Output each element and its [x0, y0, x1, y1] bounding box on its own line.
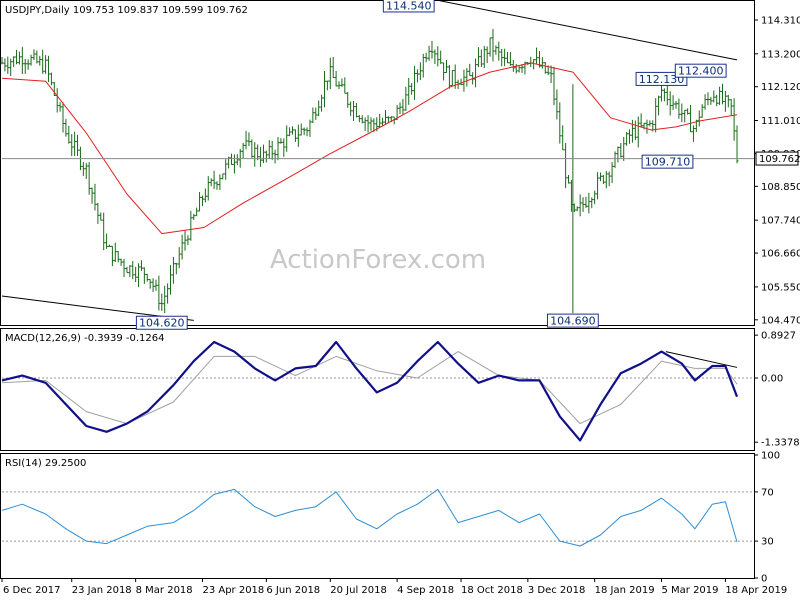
macd-tick-label: 0.8927	[761, 331, 796, 342]
price-callout-box	[641, 154, 694, 169]
x-tick-label: 5 Mar 2019	[661, 585, 718, 596]
price-callout-label: 104.690	[550, 315, 596, 328]
price-tick-label: 107.740	[761, 216, 800, 227]
price-callout-label: 109.710	[645, 156, 691, 169]
x-tick-label: 18 Apr 2019	[725, 585, 787, 596]
price-callout-box	[135, 315, 188, 330]
x-tick-label: 8 Mar 2018	[136, 585, 193, 596]
price-callout-box	[382, 0, 435, 13]
price-tick-label: 106.660	[761, 249, 800, 260]
macd-trendline	[665, 351, 738, 368]
rsi-tick-label: 70	[761, 487, 774, 498]
rsi-tick-label: 100	[761, 451, 780, 462]
rsi-tick-label: 30	[761, 537, 774, 548]
macd-panel-frame	[0, 328, 755, 451]
price-tick-label: 108.850	[761, 182, 800, 193]
price-callout-box	[546, 313, 599, 328]
price-tick-label: 105.550	[761, 282, 800, 293]
x-tick-label: 18 Jan 2019	[595, 585, 655, 596]
x-tick-label: 23 Jan 2018	[72, 585, 132, 596]
macd-plot	[1, 340, 754, 442]
x-tick-label: 20 Jul 2018	[330, 585, 387, 596]
macd-signal-line	[1, 351, 738, 425]
macd-title: MACD(12,26,9) -0.3939 -0.1264	[5, 333, 165, 344]
price-panel-frame	[0, 0, 755, 326]
x-tick-label: 6 Jun 2018	[266, 585, 320, 596]
x-tick-label: 3 Dec 2018	[528, 585, 586, 596]
price-tick-label: 111.010	[761, 116, 800, 127]
price-callout-box	[635, 71, 688, 86]
price-callout-label: 104.620	[139, 317, 185, 330]
rsi-title: RSI(14) 29.2500	[5, 458, 86, 469]
rsi-tick-label: 0	[761, 574, 767, 585]
price-tick-label: 114.310	[761, 15, 800, 26]
price-callout-label: 112.400	[678, 65, 724, 78]
price-tick-label: 113.200	[761, 49, 800, 60]
x-tick-label: 4 Sep 2018	[397, 585, 454, 596]
price-callout-box	[674, 63, 727, 78]
x-tick-label: 18 Oct 2018	[461, 585, 523, 596]
axes: 114.310113.200112.120111.010109.930108.8…	[1, 15, 800, 596]
price-header: USDJPY,Daily 109.753 109.837 109.599 109…	[5, 5, 248, 16]
price-callout-label: 114.540	[386, 0, 432, 12]
watermark: ActionForex.com	[270, 245, 486, 275]
moving-average-line	[1, 62, 738, 235]
trendline	[433, 0, 738, 61]
last-price-label: 109.762	[759, 154, 800, 165]
rsi-panel-frame	[0, 453, 755, 579]
price-tick-label: 112.120	[761, 82, 800, 93]
last-price-marker	[755, 151, 799, 166]
rsi-line	[1, 488, 738, 547]
price-callout-label: 112.130	[639, 73, 685, 86]
macd-tick-label: -1.3378	[761, 438, 800, 449]
macd-line	[1, 340, 739, 442]
rsi-plot	[1, 488, 754, 547]
x-tick-label: 23 Apr 2018	[202, 585, 264, 596]
price-tick-label: 104.470	[761, 315, 800, 326]
x-tick-label: 6 Dec 2017	[3, 585, 61, 596]
macd-tick-label: 0.00	[761, 374, 783, 385]
